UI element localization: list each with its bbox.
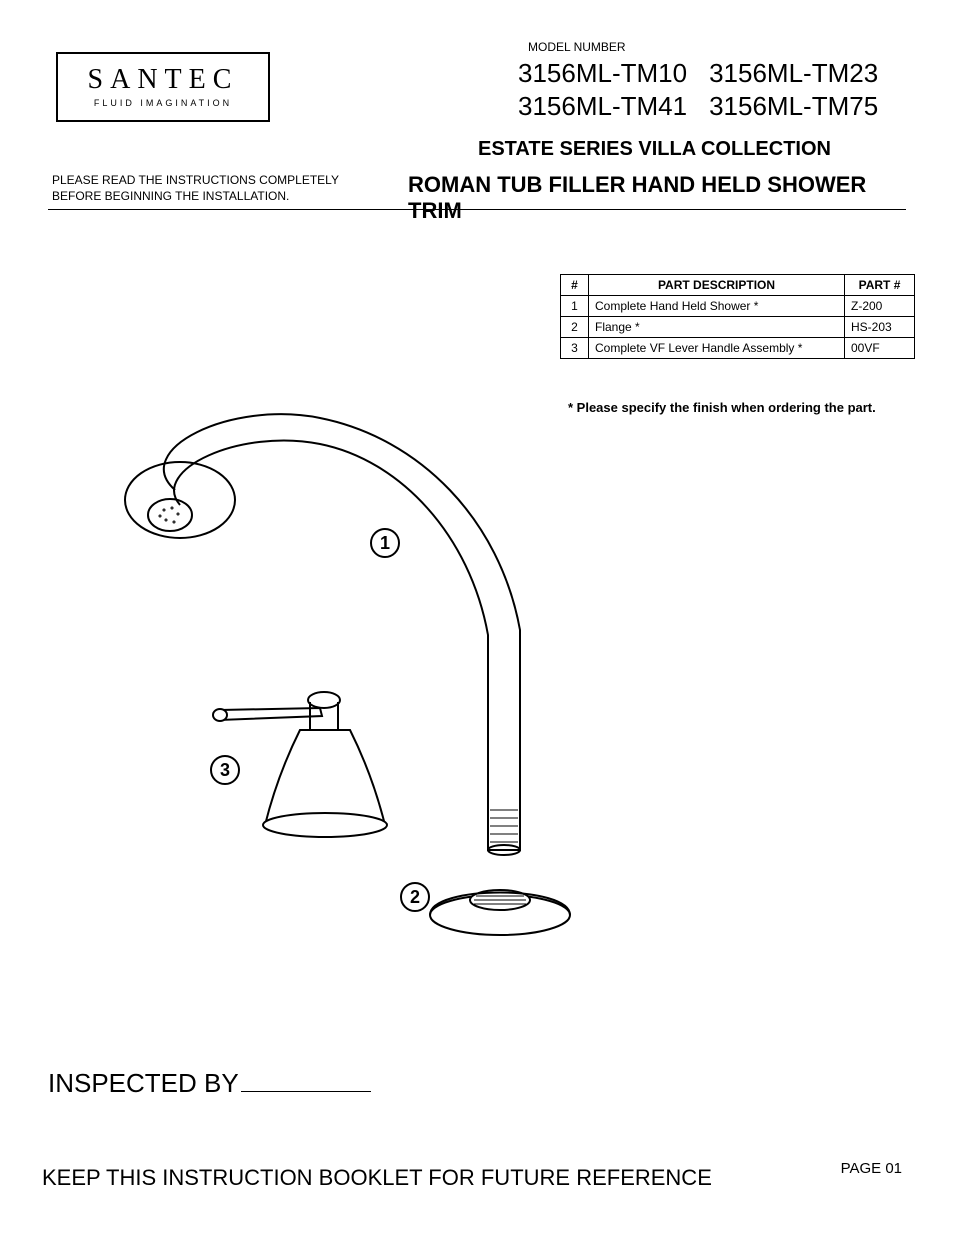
cell-desc: Flange * xyxy=(589,317,845,338)
table-row: 2 Flange * HS-203 xyxy=(561,317,915,338)
model-number: 3156ML-TM23 xyxy=(709,58,878,89)
model-number: 3156ML-TM41 xyxy=(518,91,687,122)
cell-desc: Complete VF Lever Handle Assembly * xyxy=(589,338,845,359)
product-title: ROMAN TUB FILLER HAND HELD SHOWER TRIM xyxy=(408,172,906,224)
callout-3: 3 xyxy=(210,755,240,785)
brand-tagline: FLUID IMAGINATION xyxy=(58,98,268,108)
instruction-note-line: BEFORE BEGINNING THE INSTALLATION. xyxy=(52,189,289,203)
table-row: 3 Complete VF Lever Handle Assembly * 00… xyxy=(561,338,915,359)
table-header-row: # PART DESCRIPTION PART # xyxy=(561,275,915,296)
parts-table-element: # PART DESCRIPTION PART # 1 Complete Han… xyxy=(560,274,915,359)
parts-footnote: * Please specify the finish when orderin… xyxy=(568,400,876,415)
page: SANTEC FLUID IMAGINATION MODEL NUMBER 31… xyxy=(0,0,954,1235)
cell-part: 00VF xyxy=(845,338,915,359)
cell-desc: Complete Hand Held Shower * xyxy=(589,296,845,317)
cell-part: Z-200 xyxy=(845,296,915,317)
model-number: 3156ML-TM10 xyxy=(518,58,687,89)
inspected-by-label: INSPECTED BY xyxy=(48,1068,239,1098)
cell-num: 2 xyxy=(561,317,589,338)
cell-num: 3 xyxy=(561,338,589,359)
parts-diagram: 1 2 3 xyxy=(70,410,590,980)
collection-title: ESTATE SERIES VILLA COLLECTION xyxy=(478,138,831,161)
cell-num: 1 xyxy=(561,296,589,317)
footer-keep-booklet: KEEP THIS INSTRUCTION BOOKLET FOR FUTURE… xyxy=(42,1165,712,1191)
callout-1: 1 xyxy=(370,528,400,558)
model-number: 3156ML-TM75 xyxy=(709,91,878,122)
inspected-by: INSPECTED BY xyxy=(48,1068,371,1099)
model-number-label: MODEL NUMBER xyxy=(528,40,626,54)
diagram-svg xyxy=(70,410,590,980)
header: SANTEC FLUID IMAGINATION MODEL NUMBER 31… xyxy=(48,40,906,210)
model-number-grid: 3156ML-TM10 3156ML-TM23 3156ML-TM41 3156… xyxy=(518,58,878,122)
footer-page-number: PAGE 01 xyxy=(841,1160,902,1177)
table-row: 1 Complete Hand Held Shower * Z-200 xyxy=(561,296,915,317)
parts-table: # PART DESCRIPTION PART # 1 Complete Han… xyxy=(560,274,915,359)
col-header-num: # xyxy=(561,275,589,296)
col-header-desc: PART DESCRIPTION xyxy=(589,275,845,296)
brand-name: SANTEC xyxy=(58,64,268,96)
callout-2: 2 xyxy=(400,882,430,912)
instruction-note-line: PLEASE READ THE INSTRUCTIONS COMPLETELY xyxy=(52,173,339,187)
cell-part: HS-203 xyxy=(845,317,915,338)
col-header-part: PART # xyxy=(845,275,915,296)
inspected-by-line xyxy=(241,1091,371,1092)
instruction-note: PLEASE READ THE INSTRUCTIONS COMPLETELY … xyxy=(52,172,339,204)
brand-logo: SANTEC FLUID IMAGINATION xyxy=(56,52,270,122)
